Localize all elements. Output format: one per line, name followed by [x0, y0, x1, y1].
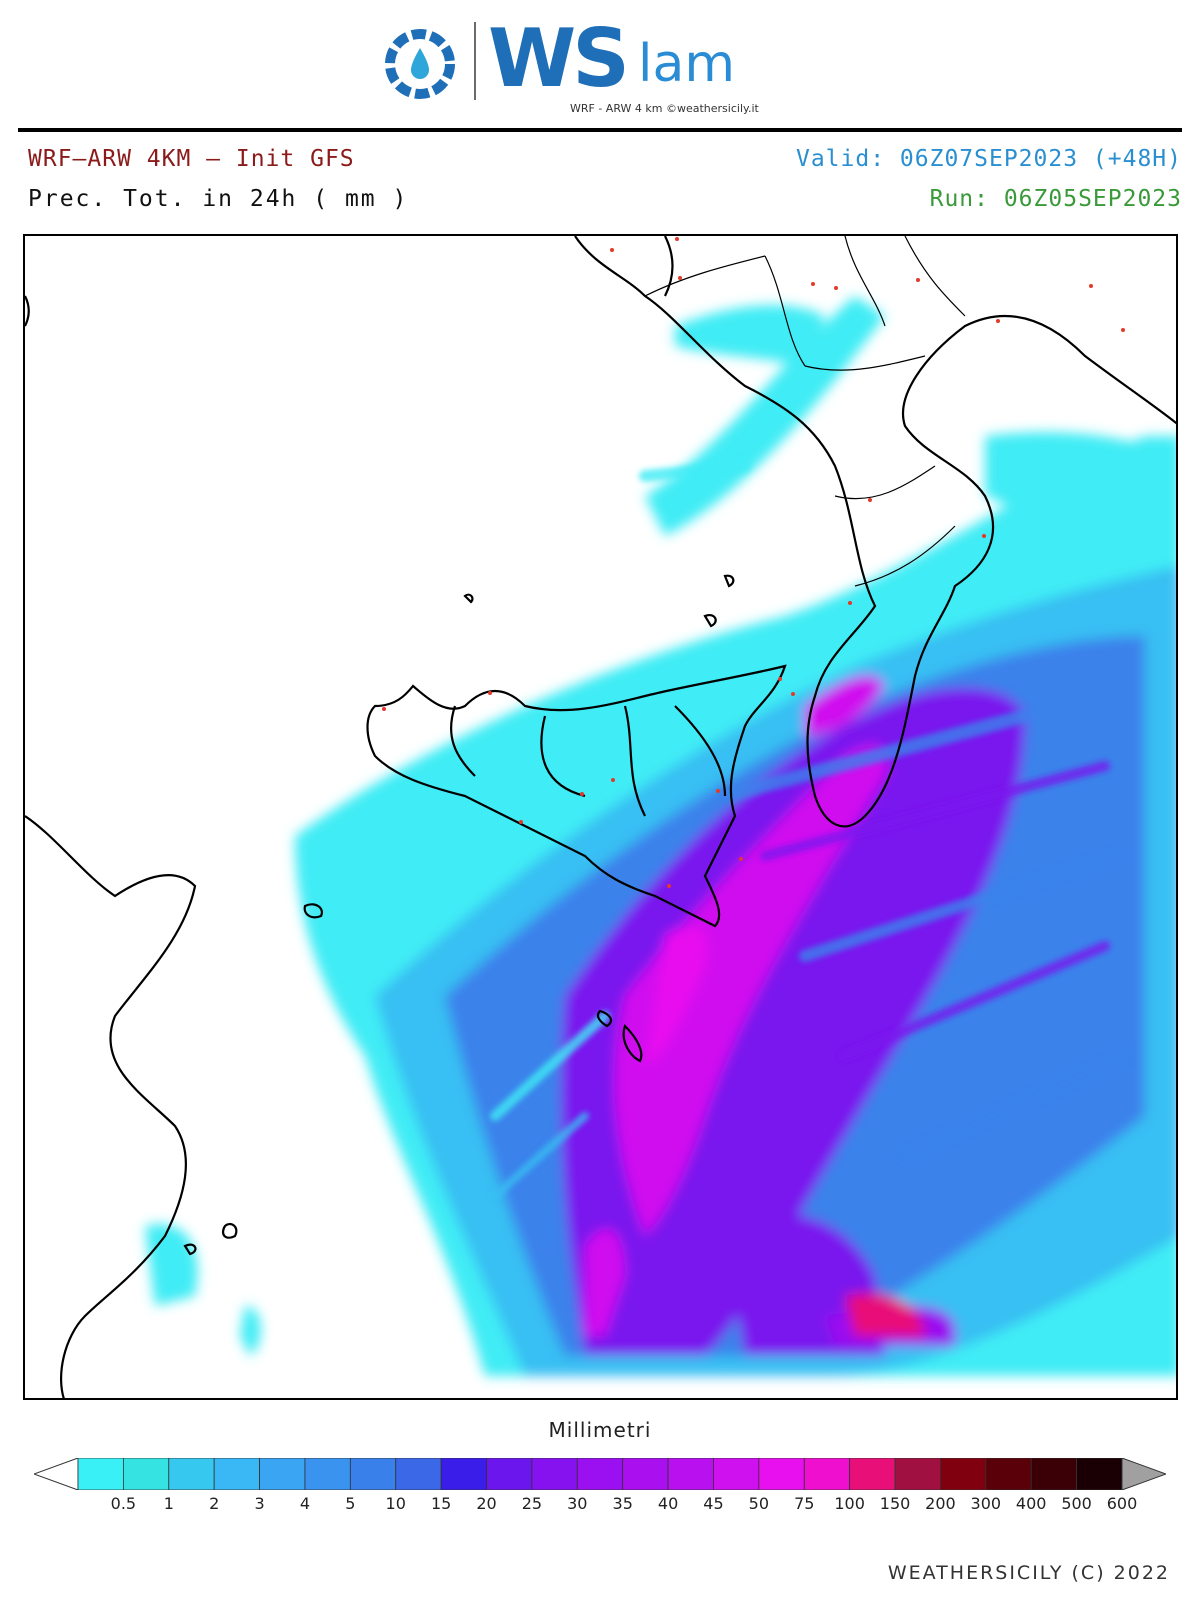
colorbar-min-triangle — [34, 1458, 79, 1490]
colorbar-tick-label: 5 — [345, 1494, 356, 1513]
colorbar-box — [758, 1458, 805, 1490]
logo-lam-text: lam — [638, 34, 735, 94]
logo-ws-text: WS — [488, 12, 630, 105]
colorbar-box — [168, 1458, 215, 1490]
coastlines — [25, 236, 1176, 1398]
colorbar-box — [803, 1458, 851, 1490]
colorbar-box — [940, 1458, 987, 1490]
city-markers — [382, 237, 1125, 888]
colorbar-tick-label: 15 — [430, 1494, 452, 1513]
colorbar-box — [849, 1458, 896, 1490]
colorbar-box — [667, 1458, 714, 1490]
colorbar-tick-label: 10 — [385, 1494, 406, 1513]
model-title: WRF–ARW 4KM – Init GFS — [28, 146, 355, 172]
colorbar-tick-label: 500 — [1061, 1494, 1092, 1513]
colorbar-tick-label: 25 — [521, 1494, 543, 1513]
colorbar-box — [213, 1458, 260, 1490]
colorbar-box — [77, 1458, 124, 1490]
colorbar-tick-label: 45 — [703, 1494, 724, 1513]
colorbar-tick-label: 600 — [1106, 1494, 1138, 1513]
legend-title: Millimetri — [548, 1418, 652, 1442]
colorbar-max-triangle — [1121, 1458, 1166, 1490]
colorbar — [34, 1458, 1166, 1490]
colorbar-tick-label: 2 — [209, 1494, 220, 1513]
admin-borders — [644, 236, 966, 587]
colorbar-tick-label: 40 — [657, 1494, 679, 1513]
colorbar-box — [713, 1458, 760, 1490]
run-time: Run: 06Z05SEP2023 — [929, 186, 1182, 212]
colorbar-box — [440, 1458, 487, 1490]
colorbar-box — [349, 1458, 397, 1490]
logo-subtitle: WRF - ARW 4 km ©weathersicily.it — [570, 102, 759, 115]
header-rule — [18, 128, 1182, 132]
precip-streaks — [490, 460, 1131, 1200]
precip-field — [145, 296, 1176, 1376]
colorbar-box — [304, 1458, 351, 1490]
colorbar-box — [122, 1458, 170, 1490]
colorbar-tick-label: 20 — [476, 1494, 497, 1513]
logo: WS lam WRF - ARW 4 km ©weathersicily.it — [380, 12, 800, 122]
logo-separator — [474, 22, 476, 100]
colorbar-box — [486, 1458, 533, 1490]
colorbar-tick-label: 1 — [163, 1494, 174, 1513]
colorbar-box — [531, 1458, 578, 1490]
colorbar-tick-label: 3 — [254, 1494, 265, 1513]
valid-time: Valid: 06Z07SEP2023 (+48H) — [795, 146, 1182, 172]
colorbar-tick-label: 0.5 — [110, 1494, 137, 1513]
colorbar-tick-label: 200 — [925, 1494, 956, 1513]
colorbar-tick-label: 400 — [1015, 1494, 1047, 1513]
colorbar-box — [395, 1458, 442, 1490]
colorbar-tick-label: 50 — [748, 1494, 770, 1513]
colorbar-tick-label: 75 — [794, 1494, 815, 1513]
colorbar-tick-label: 100 — [834, 1494, 865, 1513]
precipitation-map — [23, 234, 1178, 1400]
colorbar-box — [1076, 1458, 1123, 1490]
colorbar-box — [576, 1458, 624, 1490]
colorbar-box — [259, 1458, 306, 1490]
colorbar-box — [1030, 1458, 1078, 1490]
map-canvas — [25, 236, 1176, 1398]
colorbar-tick-label: 35 — [612, 1494, 633, 1513]
colorbar-tick-label: 300 — [970, 1494, 1002, 1513]
colorbar-tick-label: 4 — [299, 1494, 311, 1513]
colorbar-tick-label: 30 — [567, 1494, 588, 1513]
colorbar-box — [622, 1458, 669, 1490]
field-title: Prec. Tot. in 24h ( mm ) — [28, 186, 409, 212]
gear-drop-icon — [385, 29, 455, 99]
colorbar-box — [985, 1458, 1032, 1490]
colorbar-tick-label: 150 — [879, 1494, 911, 1513]
copyright: WEATHERSICILY (C) 2022 — [887, 1562, 1170, 1584]
colorbar-box — [894, 1458, 941, 1490]
